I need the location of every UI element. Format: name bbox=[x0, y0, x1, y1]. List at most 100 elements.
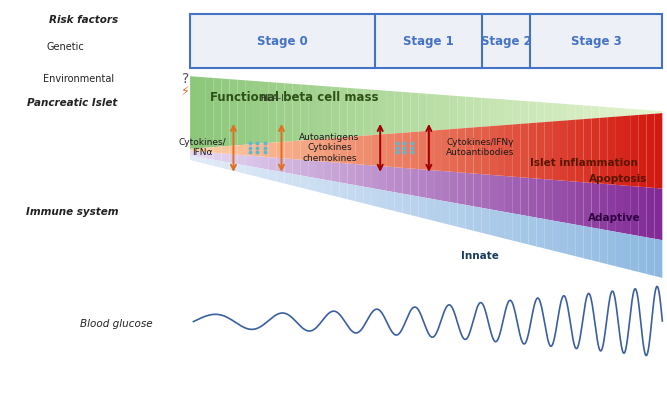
Polygon shape bbox=[623, 116, 631, 186]
Polygon shape bbox=[277, 83, 285, 143]
Polygon shape bbox=[403, 92, 410, 133]
Polygon shape bbox=[466, 173, 474, 206]
Polygon shape bbox=[528, 101, 536, 123]
Polygon shape bbox=[292, 174, 300, 187]
Polygon shape bbox=[410, 93, 418, 132]
Polygon shape bbox=[505, 125, 513, 177]
Polygon shape bbox=[221, 161, 229, 170]
Text: ⚡: ⚡ bbox=[181, 85, 190, 98]
Polygon shape bbox=[434, 199, 442, 223]
Polygon shape bbox=[646, 114, 654, 188]
Polygon shape bbox=[331, 162, 340, 182]
Polygon shape bbox=[568, 104, 576, 120]
Polygon shape bbox=[505, 176, 513, 214]
Polygon shape bbox=[600, 183, 607, 230]
Polygon shape bbox=[418, 93, 426, 132]
Polygon shape bbox=[229, 145, 237, 154]
Polygon shape bbox=[482, 174, 489, 209]
Polygon shape bbox=[237, 164, 245, 174]
Polygon shape bbox=[418, 169, 426, 198]
Polygon shape bbox=[528, 178, 536, 218]
Polygon shape bbox=[395, 133, 403, 168]
Polygon shape bbox=[387, 91, 395, 134]
Polygon shape bbox=[521, 123, 528, 178]
Polygon shape bbox=[387, 191, 395, 211]
Text: Stage 3: Stage 3 bbox=[571, 35, 622, 48]
Polygon shape bbox=[198, 152, 206, 158]
Polygon shape bbox=[213, 153, 221, 161]
Polygon shape bbox=[277, 142, 285, 158]
Polygon shape bbox=[348, 137, 356, 164]
Polygon shape bbox=[237, 145, 245, 155]
Polygon shape bbox=[300, 175, 308, 189]
Polygon shape bbox=[340, 87, 348, 138]
Polygon shape bbox=[560, 180, 568, 223]
Polygon shape bbox=[544, 102, 552, 122]
Polygon shape bbox=[300, 140, 308, 160]
Polygon shape bbox=[206, 152, 213, 160]
Polygon shape bbox=[600, 118, 607, 184]
Polygon shape bbox=[592, 106, 600, 118]
Polygon shape bbox=[395, 192, 403, 213]
Polygon shape bbox=[568, 120, 576, 182]
Polygon shape bbox=[536, 179, 544, 219]
Polygon shape bbox=[292, 141, 300, 160]
Text: Islet inflammation: Islet inflammation bbox=[530, 158, 638, 168]
Polygon shape bbox=[356, 164, 364, 187]
Polygon shape bbox=[482, 126, 489, 175]
Polygon shape bbox=[316, 178, 324, 193]
Polygon shape bbox=[482, 208, 489, 235]
Polygon shape bbox=[403, 168, 410, 195]
Polygon shape bbox=[513, 177, 521, 215]
Polygon shape bbox=[245, 80, 253, 145]
Polygon shape bbox=[198, 157, 206, 164]
Polygon shape bbox=[229, 79, 237, 146]
Polygon shape bbox=[536, 102, 544, 123]
Polygon shape bbox=[544, 219, 552, 251]
Polygon shape bbox=[434, 170, 442, 201]
Polygon shape bbox=[631, 235, 639, 272]
Text: Cytokines/IFNγ
Autoantibodies: Cytokines/IFNγ Autoantibodies bbox=[446, 138, 514, 157]
Polygon shape bbox=[552, 121, 560, 180]
Polygon shape bbox=[631, 186, 639, 236]
Polygon shape bbox=[615, 232, 623, 268]
Polygon shape bbox=[450, 172, 458, 204]
Text: Stage 1: Stage 1 bbox=[403, 35, 454, 48]
Polygon shape bbox=[560, 120, 568, 181]
Polygon shape bbox=[474, 97, 482, 127]
Polygon shape bbox=[552, 220, 560, 252]
Polygon shape bbox=[450, 129, 458, 172]
Polygon shape bbox=[198, 148, 206, 152]
Polygon shape bbox=[466, 127, 474, 173]
Polygon shape bbox=[607, 107, 615, 118]
Polygon shape bbox=[434, 94, 442, 131]
Polygon shape bbox=[505, 100, 513, 125]
Polygon shape bbox=[245, 155, 253, 167]
Polygon shape bbox=[615, 108, 623, 117]
Polygon shape bbox=[600, 229, 607, 264]
Polygon shape bbox=[426, 131, 434, 170]
Polygon shape bbox=[198, 77, 206, 148]
Polygon shape bbox=[285, 173, 292, 185]
Polygon shape bbox=[237, 80, 245, 145]
Polygon shape bbox=[379, 134, 387, 167]
Polygon shape bbox=[364, 135, 371, 165]
Polygon shape bbox=[654, 188, 662, 240]
Polygon shape bbox=[584, 182, 592, 227]
Polygon shape bbox=[513, 100, 521, 125]
Polygon shape bbox=[324, 86, 331, 139]
Polygon shape bbox=[474, 127, 482, 174]
Polygon shape bbox=[600, 106, 607, 118]
Polygon shape bbox=[654, 239, 662, 278]
Polygon shape bbox=[639, 114, 646, 187]
Polygon shape bbox=[615, 116, 623, 185]
Polygon shape bbox=[654, 113, 662, 189]
Polygon shape bbox=[292, 159, 300, 175]
Polygon shape bbox=[379, 166, 387, 191]
Polygon shape bbox=[269, 143, 277, 158]
Polygon shape bbox=[442, 201, 450, 225]
Polygon shape bbox=[395, 167, 403, 194]
Polygon shape bbox=[623, 108, 631, 116]
Polygon shape bbox=[474, 173, 482, 208]
Polygon shape bbox=[497, 125, 505, 176]
